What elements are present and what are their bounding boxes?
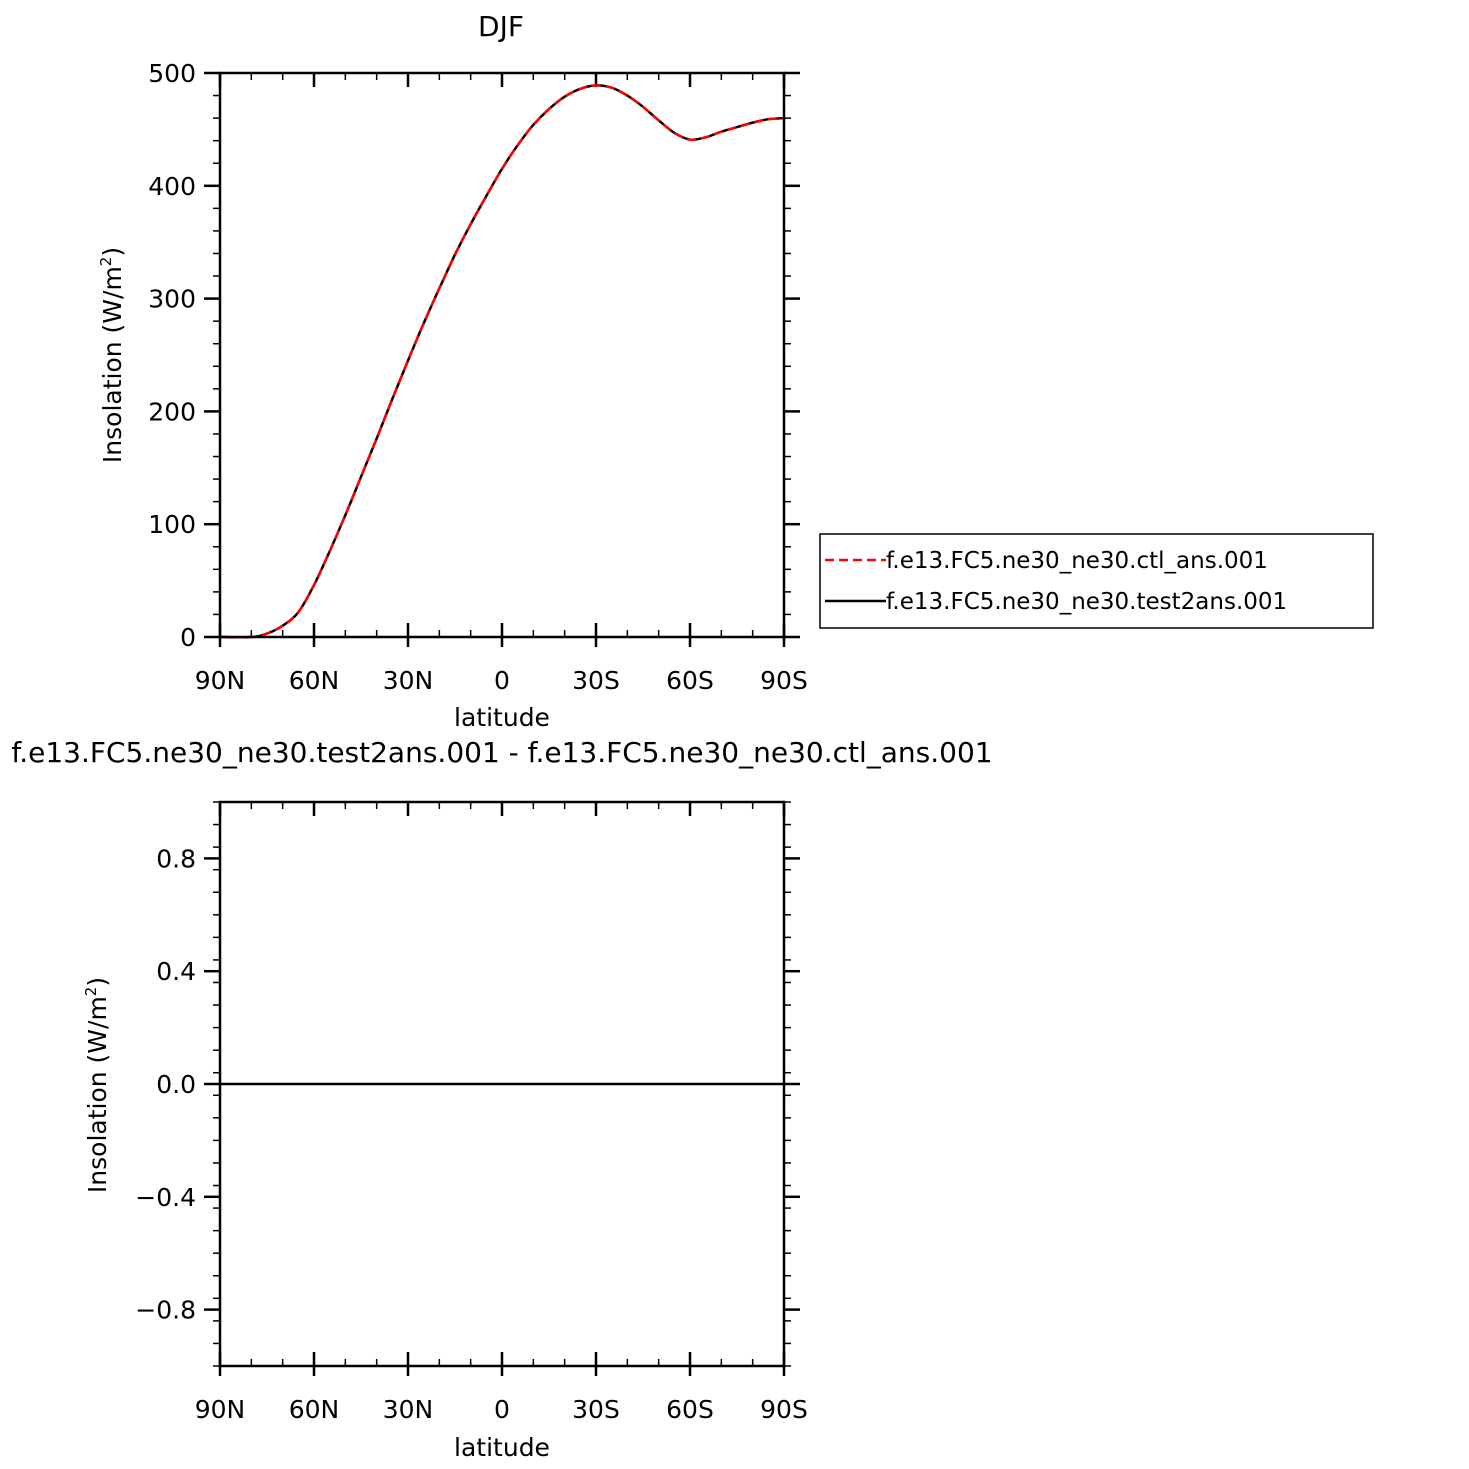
legend-box [819, 533, 1374, 629]
bottom-y-tick-label: −0.8 [135, 1296, 196, 1325]
bottom-x-tick-label: 30N [383, 1395, 434, 1424]
top-x-tick-label: 90S [760, 666, 808, 695]
bottom-y-axis-title-close: ) [83, 977, 112, 987]
top-plot-marks: 90N 60N 30N 0 30S 60S 90S 0 100 200 300 400 500 [148, 59, 808, 695]
top-y-tick-label: 400 [148, 172, 196, 201]
bottom-y-tick-label: 0.4 [156, 957, 196, 986]
top-x-tick-label: 90N [195, 666, 246, 695]
top-plot-title: DJF [478, 10, 524, 43]
top-y-axis-title-superscript: 2 [97, 257, 115, 267]
top-y-axis-title: Insolation (W/m2) [97, 247, 127, 463]
top-y-tick-label: 500 [148, 59, 196, 88]
bottom-x-tick-label: 60N [289, 1395, 340, 1424]
bottom-panel: f.e13.FC5.ne30_ne30.test2ans.001 - f.e13… [11, 736, 992, 1462]
top-y-axis-title-main: Insolation (W/m [98, 266, 127, 463]
legend: f.e13.FC5.ne30_ne30.ctl_ans.001 f.e13.FC… [819, 533, 1374, 629]
top-plot-frame [218, 71, 786, 639]
legend-label-series-0: f.e13.FC5.ne30_ne30.ctl_ans.001 [886, 548, 1268, 574]
top-y-axis-title-close: ) [98, 247, 127, 257]
top-x-tick-label: 30S [572, 666, 620, 695]
bottom-y-axis-title: Insolation (W/m2) [82, 977, 112, 1193]
bottom-plot-title: f.e13.FC5.ne30_ne30.test2ans.001 - f.e13… [11, 736, 992, 769]
bottom-y-tick-label: 0.0 [156, 1070, 196, 1099]
top-x-tick-label: 60S [666, 666, 714, 695]
legend-label-series-1: f.e13.FC5.ne30_ne30.test2ans.001 [886, 589, 1287, 615]
bottom-x-tick-label: 30S [572, 1395, 620, 1424]
top-panel: DJF 90N 60N 30N 0 30S 60S 90S0100200300400500 … [97, 10, 808, 732]
bottom-y-axis-title-main: Insolation (W/m [83, 996, 112, 1193]
bottom-plot-frame [218, 800, 786, 1368]
bottom-plot-marks: 90N 60N 30N 0 30S 60S 90S −0.8 −0.4 0.0 0.4 0.8 [135, 801, 808, 1424]
top-x-tick-label: 0 [494, 666, 510, 695]
bottom-x-tick-label: 90S [760, 1395, 808, 1424]
bottom-y-axis-title-superscript: 2 [82, 987, 100, 997]
top-y-tick-label: 100 [148, 510, 196, 539]
top-y-tick-label: 200 [148, 397, 196, 426]
bottom-x-tick-label: 90N [195, 1395, 246, 1424]
bottom-x-tick-label: 0 [494, 1395, 510, 1424]
top-y-tick-label: 300 [148, 285, 196, 314]
bottom-x-tick-label: 60S [666, 1395, 714, 1424]
top-y-tick-label: 0 [180, 623, 196, 652]
top-x-tick-label: 30N [383, 666, 434, 695]
top-x-tick-label: 60N [289, 666, 340, 695]
top-series-line-0 [219, 84, 785, 639]
bottom-y-tick-label: −0.4 [135, 1183, 196, 1212]
bottom-x-axis-title: latitude [454, 1433, 550, 1462]
top-x-axis-title: latitude [454, 703, 550, 732]
bottom-y-tick-label: 0.8 [156, 844, 196, 873]
